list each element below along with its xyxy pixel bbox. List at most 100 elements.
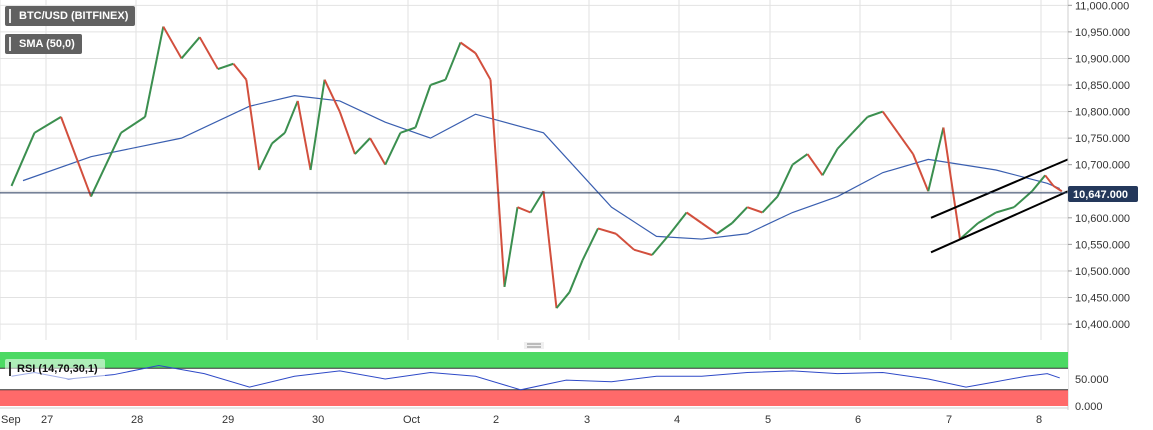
- price-segment: [1044, 174, 1055, 187]
- sma-line-layer: [22, 95, 1060, 240]
- price-segment: [597, 227, 617, 235]
- price-segment: [581, 228, 599, 261]
- price-segment: [414, 84, 432, 128]
- price-segment: [761, 195, 779, 214]
- price-segment: [354, 137, 371, 155]
- time-tick-label: 3: [584, 414, 590, 426]
- rsi-oversold-zone: [0, 389, 1068, 406]
- price-path-layer: [10, 26, 1063, 309]
- current-price-text: 10,647.000: [1073, 189, 1128, 201]
- price-segment: [821, 148, 839, 176]
- price-tick-label: 10,950.000: [1075, 27, 1130, 39]
- price-segment: [542, 191, 558, 309]
- price-segment: [1013, 190, 1033, 208]
- price-tick-label: 10,400.000: [1075, 319, 1130, 331]
- price-segment: [791, 153, 809, 166]
- label-marker-icon: [9, 362, 11, 376]
- indicator-label[interactable]: SMA (50,0): [5, 34, 82, 54]
- current-price-tag: [1068, 186, 1138, 202]
- time-tick-label: 7: [946, 414, 952, 426]
- price-segment: [217, 62, 234, 71]
- channel-lines: [930, 158, 1069, 254]
- rsi-tick-label: 50.000: [1075, 374, 1109, 386]
- price-segment: [232, 63, 248, 81]
- price-tick-label: 10,900.000: [1075, 53, 1130, 65]
- time-tick-label: 30: [312, 414, 324, 426]
- price-tick-label: 10,700.000: [1075, 160, 1130, 172]
- price-segment: [323, 79, 341, 112]
- price-segment: [120, 116, 146, 134]
- time-tick-label: 29: [222, 414, 234, 426]
- price-segment: [776, 164, 794, 197]
- price-tick-label: 10,850.000: [1075, 80, 1130, 92]
- price-segment: [881, 110, 899, 134]
- price-segment: [503, 207, 519, 288]
- rsi-tick-label: 0.000: [1075, 401, 1103, 413]
- price-segment: [897, 132, 914, 155]
- price-segment: [144, 26, 165, 118]
- price-segment: [180, 36, 201, 60]
- rsi-label[interactable]: RSI (14,70,30,1): [5, 359, 105, 379]
- price-segment: [10, 132, 36, 187]
- rsi-label-text: RSI (14,70,30,1): [17, 363, 98, 375]
- price-axis-background: [1068, 0, 1153, 430]
- panel-resize-handle[interactable]: [524, 342, 544, 349]
- price-segment: [1031, 174, 1046, 192]
- price-segment: [942, 127, 961, 240]
- price-segment: [806, 153, 824, 176]
- sma-line: [22, 95, 1060, 240]
- price-segment: [716, 222, 733, 235]
- price-segment: [615, 233, 635, 251]
- price-segment: [162, 26, 183, 59]
- price-segment: [731, 206, 748, 224]
- price-segment: [568, 259, 584, 293]
- price-segment: [686, 211, 703, 224]
- price-segment: [369, 137, 387, 166]
- time-tick-label: Sep: [1, 414, 21, 426]
- price-segment: [430, 78, 446, 86]
- price-segment: [669, 211, 688, 235]
- price-segment: [400, 126, 416, 134]
- label-marker-icon: [9, 9, 11, 23]
- price-segment: [701, 222, 718, 235]
- time-tick-label: 28: [131, 414, 143, 426]
- price-segment: [746, 206, 763, 214]
- rsi-overbought-zone: [0, 352, 1068, 369]
- price-segment: [338, 111, 356, 155]
- plot-background: [0, 0, 1068, 340]
- price-segment: [459, 41, 477, 54]
- price-segment: [867, 110, 884, 118]
- price-segment: [384, 132, 402, 166]
- price-tick-label: 11,000.000: [1075, 0, 1129, 12]
- price-axis: 11,000.000 10,950.000 10,900.000 10,850.000…: [1067, 0, 1153, 430]
- price-segment: [927, 127, 945, 192]
- price-segment: [283, 100, 299, 134]
- price-segment: [198, 36, 219, 70]
- price-segment: [474, 52, 492, 81]
- price-segment: [517, 206, 531, 214]
- price-segment: [309, 79, 326, 171]
- price-segment: [1052, 185, 1063, 193]
- time-tick-label: 2: [493, 414, 499, 426]
- price-segment: [245, 79, 261, 171]
- instrument-label[interactable]: BTC/USD (BITFINEX): [5, 6, 136, 26]
- price-tick-label: 10,550.000: [1075, 239, 1130, 251]
- price-segment: [271, 132, 286, 145]
- price-segment: [977, 211, 997, 224]
- price-segment: [60, 116, 92, 197]
- grid-lines: [0, 0, 1068, 340]
- price-segment: [529, 190, 545, 214]
- price-tick-label: 10,800.000: [1075, 107, 1130, 119]
- price-segment: [851, 116, 869, 134]
- indicator-label-text: SMA (50,0): [19, 38, 75, 50]
- price-segment: [651, 233, 671, 256]
- time-tick-label: 6: [855, 414, 861, 426]
- time-tick-label: 27: [41, 414, 53, 426]
- rsi-panel: 50.000 0.000: [0, 352, 1109, 413]
- price-tick-label: 10,600.000: [1075, 213, 1130, 225]
- price-tick-label: 10,750.000: [1075, 133, 1130, 145]
- time-tick-label: 4: [674, 414, 680, 426]
- price-segment: [258, 143, 273, 171]
- channel-upper-line: [930, 158, 1069, 219]
